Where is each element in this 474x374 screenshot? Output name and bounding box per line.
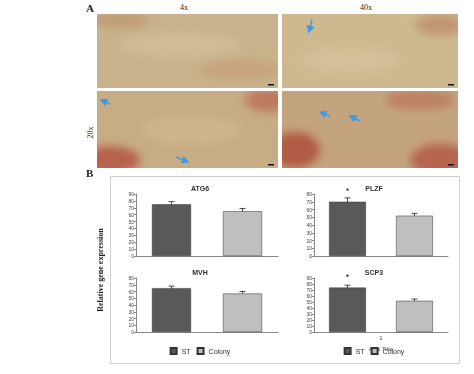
svg-text:30: 30 — [128, 232, 134, 238]
svg-text:10: 10 — [128, 322, 134, 328]
svg-text:0: 0 — [131, 329, 134, 335]
svg-text:50: 50 — [128, 219, 134, 225]
svg-text:0: 0 — [309, 329, 312, 335]
svg-text:10: 10 — [306, 245, 312, 251]
svg-text:50: 50 — [128, 295, 134, 301]
svg-text:50: 50 — [306, 214, 312, 220]
svg-text:Colony: Colony — [209, 348, 231, 356]
svg-text:ATG6: ATG6 — [191, 185, 209, 192]
svg-text:90: 90 — [306, 275, 312, 281]
svg-text:0: 0 — [131, 253, 134, 259]
html-text:A: A — [86, 2, 94, 14]
html-text:40x: 40x — [360, 3, 372, 12]
svg-text:70: 70 — [128, 282, 134, 288]
svg-text:20: 20 — [128, 316, 134, 322]
svg-text:80: 80 — [306, 191, 312, 197]
svg-text:20: 20 — [306, 238, 312, 244]
svg-text:10: 10 — [306, 323, 312, 329]
svg-text:70: 70 — [128, 205, 134, 211]
svg-text:30: 30 — [128, 309, 134, 315]
svg-text:60: 60 — [306, 293, 312, 299]
svg-text:MVH: MVH — [192, 269, 208, 276]
svg-text:60: 60 — [128, 289, 134, 295]
svg-text:ST: ST — [356, 348, 366, 355]
svg-text:80: 80 — [128, 275, 134, 281]
svg-text:40: 40 — [306, 305, 312, 311]
svg-text:40: 40 — [128, 302, 134, 308]
svg-text:30: 30 — [306, 230, 312, 236]
svg-text:0: 0 — [309, 253, 312, 259]
html-text:20x: 20x — [85, 126, 95, 139]
html-text:4x: 4x — [180, 3, 188, 12]
svg-text:20: 20 — [128, 239, 134, 245]
svg-text:90: 90 — [128, 191, 134, 197]
svg-text:40: 40 — [306, 222, 312, 228]
svg-text:70: 70 — [306, 287, 312, 293]
svg-text:80: 80 — [306, 281, 312, 287]
svg-text:60: 60 — [306, 207, 312, 213]
svg-text:*: * — [346, 272, 350, 282]
svg-text:50: 50 — [306, 299, 312, 305]
svg-text:20: 20 — [306, 317, 312, 323]
svg-text:80: 80 — [128, 198, 134, 204]
html-text:Relative gene expression: Relative gene expression — [95, 228, 105, 312]
svg-text:PLZF: PLZF — [365, 185, 383, 192]
svg-text:1: 1 — [379, 335, 383, 341]
svg-text:SCP3: SCP3 — [365, 269, 383, 276]
svg-text:40: 40 — [128, 225, 134, 231]
svg-text:ST: ST — [182, 348, 192, 355]
html-text:B: B — [86, 167, 94, 179]
svg-text:30: 30 — [306, 311, 312, 317]
svg-text:*: * — [346, 186, 350, 196]
svg-text:70: 70 — [306, 199, 312, 205]
svg-text:Colony: Colony — [383, 348, 405, 356]
svg-text:60: 60 — [128, 212, 134, 218]
svg-text:10: 10 — [128, 246, 134, 252]
